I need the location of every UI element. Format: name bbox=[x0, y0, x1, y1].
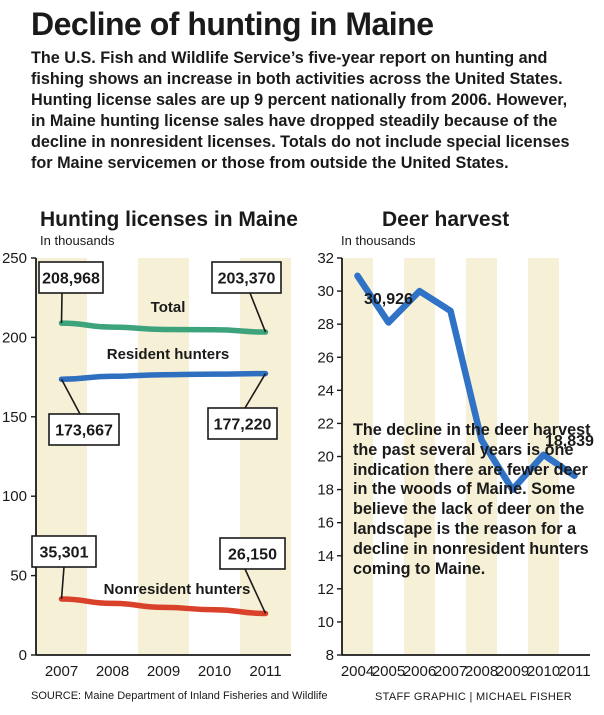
deer-annotation: The decline in the deer harvest the past… bbox=[353, 421, 591, 578]
deer-x-tick-2009: 2009 bbox=[496, 663, 529, 680]
total-2011-callout-leader bbox=[249, 292, 267, 333]
deer-x-tick-2004: 2004 bbox=[341, 663, 374, 680]
licenses-y-tick-150: 150 bbox=[2, 409, 27, 426]
licenses-x-tick-2010: 2010 bbox=[198, 663, 231, 680]
total-line-point-2009 bbox=[160, 326, 167, 333]
deer-y-tick-18: 18 bbox=[317, 482, 334, 499]
deer-unit-label: In thousands bbox=[341, 233, 416, 248]
deer-year-band-2006 bbox=[404, 258, 435, 655]
total-2007-callout-value: 208,968 bbox=[42, 271, 100, 288]
nonresident-line-point-2010 bbox=[211, 607, 218, 613]
resident-line-point-2008 bbox=[109, 373, 116, 379]
licenses-x-tick-2007: 2007 bbox=[45, 663, 78, 680]
deer-x-tick-2011: 2011 bbox=[558, 663, 590, 680]
deer-point-2009 bbox=[509, 486, 516, 493]
total-series-label: Total bbox=[151, 299, 186, 316]
nonresident-line-point-2008 bbox=[109, 600, 116, 606]
licenses-x-tick-2009: 2009 bbox=[147, 663, 180, 680]
total-line-point-2010 bbox=[211, 327, 218, 333]
deer-y-tick-30: 30 bbox=[317, 283, 334, 300]
deer-x-tick-2008: 2008 bbox=[465, 663, 498, 680]
deer-y-tick-22: 22 bbox=[317, 415, 334, 432]
licenses-y-tick-100: 100 bbox=[2, 488, 27, 505]
resident-2011-callout-value: 177,220 bbox=[214, 417, 272, 434]
deer-y-tick-12: 12 bbox=[317, 581, 334, 598]
total-2007-callout: 208,968 bbox=[38, 261, 104, 324]
deer-point-2008 bbox=[478, 436, 485, 443]
licenses-y-tick-200: 200 bbox=[2, 329, 27, 346]
deer-y-tick-28: 28 bbox=[317, 316, 334, 333]
resident-line-point-2010 bbox=[211, 371, 218, 377]
deer-chart-title: Deer harvest bbox=[382, 208, 510, 231]
deer-x-tick-2007: 2007 bbox=[434, 663, 467, 680]
deer-y-tick-8: 8 bbox=[326, 647, 334, 664]
deer-x-tick-2010: 2010 bbox=[527, 663, 560, 680]
deer-harvest-line bbox=[354, 272, 578, 493]
deer-point-2007 bbox=[447, 307, 454, 314]
deer-point-2004 bbox=[354, 272, 361, 279]
resident-2007-callout-leader bbox=[60, 378, 81, 415]
resident-2011-callout-box bbox=[207, 407, 278, 440]
total-2007-callout-box bbox=[38, 261, 104, 294]
licenses-unit-label: In thousands bbox=[40, 233, 115, 248]
licenses-y-tick-0: 0 bbox=[19, 647, 27, 664]
deer-point-2011 bbox=[571, 472, 578, 479]
nonresident-2007-callout-box bbox=[31, 535, 97, 568]
licenses-x-tick-2011: 2011 bbox=[249, 663, 281, 680]
year-band-2009 bbox=[138, 258, 189, 655]
resident-2011-callout: 177,220 bbox=[207, 373, 278, 440]
total-2011-callout: 203,370 bbox=[211, 261, 282, 333]
deer-x-tick-2005: 2005 bbox=[372, 663, 405, 680]
licenses-x-tick-2008: 2008 bbox=[96, 663, 129, 680]
resident-2007-callout: 173,667 bbox=[48, 378, 120, 446]
deer-y-tick-14: 14 bbox=[317, 548, 334, 565]
nonresident-2007-callout-value: 35,301 bbox=[40, 545, 89, 562]
source-line: SOURCE: Maine Department of Inland Fishe… bbox=[31, 690, 328, 702]
resident-series-label: Resident hunters bbox=[107, 346, 230, 363]
deer-y-tick-24: 24 bbox=[317, 382, 334, 399]
resident-2007-callout-value: 173,667 bbox=[55, 423, 113, 440]
nonresident-2011-callout-box bbox=[219, 537, 286, 570]
year-band-2011 bbox=[240, 258, 291, 655]
nonresident-2011-callout-leader bbox=[244, 568, 267, 614]
staff-credit: STAFF GRAPHIC | MICHAEL FISHER bbox=[375, 691, 573, 703]
deer-point-2010 bbox=[540, 451, 547, 458]
nonresident-2011-callout-value: 26,150 bbox=[228, 547, 277, 564]
deer-2011-callout: 18,839 bbox=[545, 433, 594, 450]
deer-y-tick-32: 32 bbox=[317, 250, 334, 267]
deer-y-tick-26: 26 bbox=[317, 349, 334, 366]
deer-y-tick-20: 20 bbox=[317, 449, 334, 466]
nonresident-2007-callout: 35,301 bbox=[31, 535, 97, 600]
deer-y-tick-16: 16 bbox=[317, 515, 334, 532]
licenses-y-tick-50: 50 bbox=[10, 568, 27, 585]
nonresident-line-point-2009 bbox=[160, 604, 167, 610]
deer-x-tick-2006: 2006 bbox=[403, 663, 436, 680]
deer-point-2006 bbox=[416, 288, 423, 295]
nonresident-2007-callout-leader bbox=[60, 566, 65, 600]
nonresident-series-label: Nonresident hunters bbox=[104, 581, 251, 598]
headline: Decline of hunting in Maine bbox=[31, 6, 434, 42]
total-line-point-2008 bbox=[109, 324, 116, 330]
licenses-y-tick-250: 250 bbox=[2, 250, 27, 267]
resident-2007-callout-box bbox=[48, 413, 120, 446]
licenses-chart-title: Hunting licenses in Maine bbox=[40, 208, 298, 231]
resident-2011-callout-leader bbox=[244, 373, 267, 409]
resident-line-point-2009 bbox=[160, 372, 167, 378]
deer-y-tick-10: 10 bbox=[317, 614, 334, 631]
total-2007-callout-leader bbox=[60, 292, 63, 324]
deer-year-band-2004 bbox=[342, 258, 373, 655]
intro-text: The U.S. Fish and Wildlife Service’s fiv… bbox=[31, 49, 570, 172]
deer-point-2005 bbox=[385, 319, 392, 326]
nonresident-2011-callout: 26,150 bbox=[219, 537, 286, 614]
total-2011-callout-value: 203,370 bbox=[218, 271, 276, 288]
deer-2004-callout: 30,926 bbox=[364, 291, 413, 308]
total-2011-callout-box bbox=[211, 261, 282, 294]
